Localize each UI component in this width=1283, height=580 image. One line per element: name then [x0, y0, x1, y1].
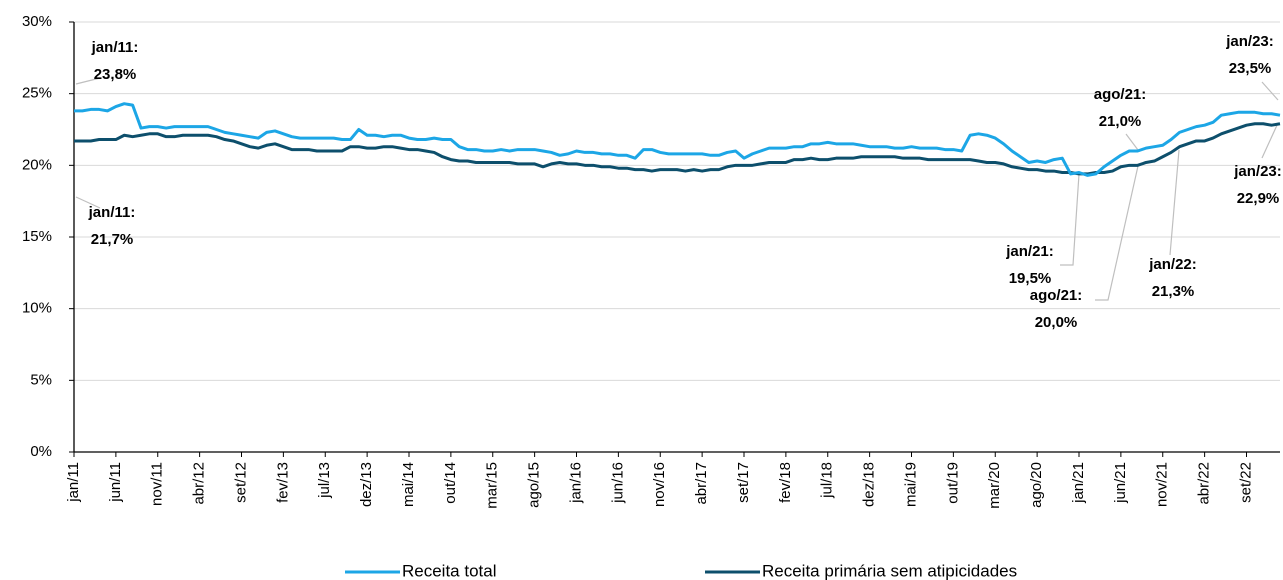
- annotation: 21,0%: [1099, 113, 1142, 130]
- leader: [1060, 173, 1080, 266]
- leader: [1261, 122, 1279, 159]
- x-tick-label: nov/11: [149, 462, 166, 506]
- series-line: [74, 122, 1281, 176]
- x-tick-label: dez/13: [358, 462, 375, 507]
- x-tick-label: nov/21: [1154, 462, 1171, 507]
- annotation: jan/11:: [91, 39, 139, 56]
- x-tick-label: set/22: [1237, 462, 1254, 503]
- series-line: [74, 102, 1281, 177]
- leader: [75, 196, 101, 209]
- x-tick-label: ago/15: [526, 462, 543, 508]
- annotation: 20,0%: [1035, 314, 1078, 331]
- x-tick-label: jul/18: [819, 462, 836, 499]
- x-tick-label: set/17: [735, 462, 752, 503]
- y-tick-label: 15%: [22, 228, 52, 245]
- annotation: 21,3%: [1152, 283, 1195, 300]
- leader: [1095, 165, 1139, 301]
- y-tick-label: 10%: [22, 300, 52, 317]
- annotation: ago/21:: [1094, 86, 1147, 103]
- annotation: 23,8%: [94, 66, 137, 83]
- x-tick-label: nov/16: [651, 462, 668, 507]
- y-tick-label: 5%: [30, 371, 52, 388]
- leader: [1169, 149, 1180, 256]
- x-tick-label: jun/21: [1112, 462, 1129, 504]
- annotation: 19,5%: [1009, 270, 1052, 287]
- x-tick-label: jun/11: [107, 462, 124, 503]
- x-tick-label: fev/13: [274, 462, 291, 503]
- leader: [1261, 81, 1279, 101]
- x-tick-label: jun/16: [609, 462, 626, 504]
- x-tick-label: set/12: [232, 462, 249, 503]
- x-tick-label: mar/20: [986, 462, 1003, 509]
- x-tick-label: abr/12: [191, 462, 208, 505]
- x-tick-label: abr/22: [1196, 462, 1213, 505]
- annotation: jan/21:: [1005, 243, 1054, 260]
- x-tick-label: jan/16: [567, 462, 584, 504]
- annotation: jan/23:: [1233, 163, 1282, 180]
- annotation: jan/11:: [88, 204, 136, 221]
- x-tick-label: ago/20: [1028, 462, 1045, 508]
- y-tick-label: 0%: [30, 443, 52, 460]
- x-tick-label: out/19: [944, 462, 961, 504]
- y-tick-label: 20%: [22, 156, 52, 173]
- leader: [1125, 133, 1139, 151]
- x-tick-label: dez/18: [861, 462, 878, 507]
- y-tick-label: 25%: [22, 85, 52, 102]
- x-tick-label: fev/18: [777, 462, 794, 503]
- legend-label: Receita total: [402, 561, 497, 580]
- x-tick-label: mai/19: [902, 462, 919, 507]
- annotation: ago/21:: [1030, 287, 1083, 304]
- annotation: 23,5%: [1229, 60, 1272, 77]
- x-tick-label: jan/11: [65, 462, 82, 503]
- annotation: jan/22:: [1148, 256, 1197, 273]
- leader: [75, 77, 101, 85]
- x-tick-label: out/14: [442, 462, 459, 504]
- y-tick-label: 30%: [22, 13, 52, 30]
- x-tick-label: jan/21: [1070, 462, 1087, 504]
- x-tick-label: abr/17: [693, 462, 710, 505]
- x-tick-label: mai/14: [400, 462, 417, 507]
- x-tick-label: jul/13: [316, 462, 333, 499]
- annotation-leaders: [75, 77, 1279, 301]
- legend-label: Receita primária sem atipicidades: [762, 561, 1017, 580]
- annotation: 22,9%: [1237, 190, 1280, 207]
- x-tick-label: mar/15: [484, 462, 501, 509]
- annotation: jan/23:: [1225, 33, 1274, 50]
- annotation: 21,7%: [91, 231, 134, 248]
